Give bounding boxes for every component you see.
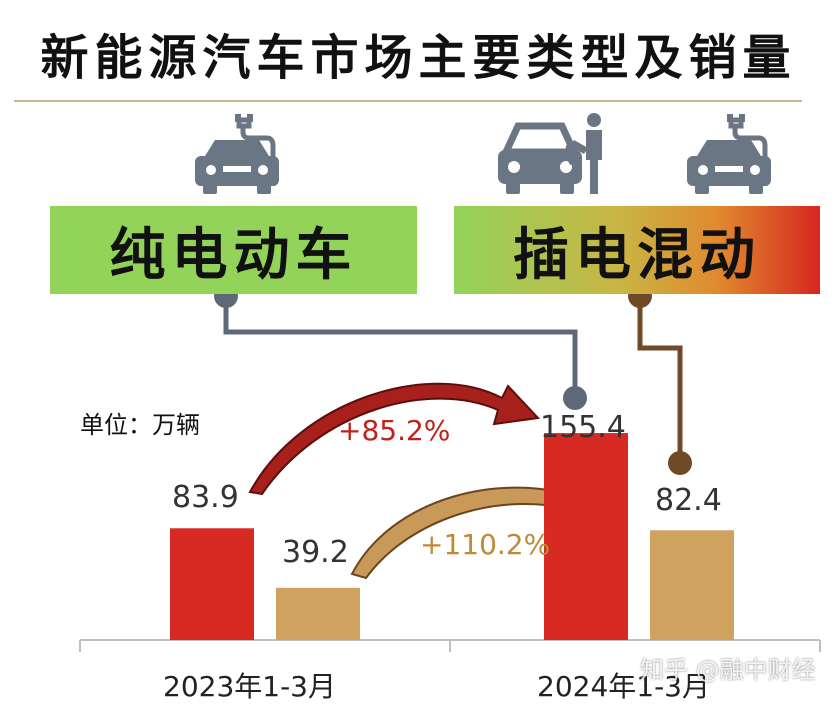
bar-phev-2023	[276, 587, 360, 640]
growth-label-bev: +85.2%	[338, 414, 451, 447]
category-phev-label: 插电混动	[454, 206, 820, 294]
x-tick-label-2023: 2023年1-3月	[163, 670, 336, 703]
phev-connector-line	[637, 296, 683, 463]
category-bev-label: 纯电动车	[50, 206, 417, 294]
bev-connector-dot-bottom	[563, 386, 587, 410]
watermark: 知乎 @融中财经	[640, 656, 816, 684]
data-label-bev-2024: 155.4	[540, 410, 626, 445]
data-label-bev-2023: 83.9	[172, 480, 239, 515]
growth-label-phev: +110.2%	[420, 528, 551, 561]
unit-label: 单位：万辆	[80, 411, 200, 439]
title-divider	[14, 100, 802, 102]
bar-bev-2023	[170, 528, 254, 640]
bev-connector-line	[223, 296, 578, 398]
bar-phev-2024	[650, 530, 734, 640]
bar-bev-2024	[544, 433, 628, 640]
data-label-phev-2023: 39.2	[282, 535, 349, 570]
data-label-phev-2024: 82.4	[655, 483, 722, 518]
phev-connector-dot-bottom	[668, 451, 692, 475]
x-tick-label-2024: 2024年1-3月	[537, 670, 710, 703]
fuel-pump-car-icon	[498, 113, 602, 194]
charging-car-icon	[195, 114, 279, 194]
page-title: 新能源汽车市场主要类型及销量	[40, 30, 797, 86]
charging-car-icon	[687, 114, 771, 194]
bev-growth-arrow	[248, 382, 541, 496]
